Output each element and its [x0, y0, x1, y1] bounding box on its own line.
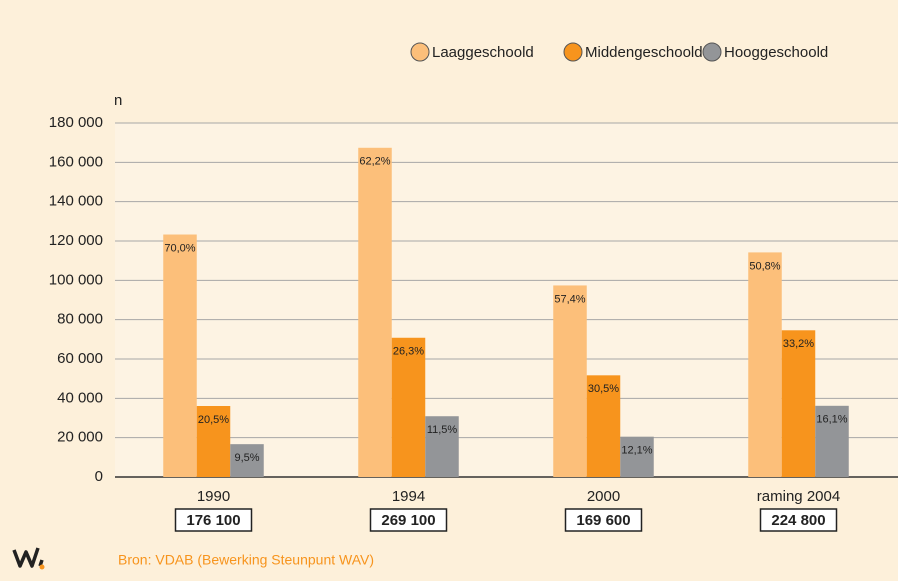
bar	[748, 252, 782, 477]
y-tick-label: 100 000	[49, 271, 103, 288]
y-tick-label: 140 000	[49, 193, 103, 210]
total-box	[564, 508, 643, 532]
total-label: 269 100	[381, 512, 435, 529]
total-box	[369, 508, 448, 532]
y-tick-label: 60 000	[57, 350, 103, 367]
total-box	[759, 508, 838, 532]
y-tick-label: 160 000	[49, 153, 103, 170]
source: Bron: VDAB (Bewerking Steunpunt WAV)	[118, 552, 374, 568]
logo	[12, 547, 44, 568]
value-label: 57,4%	[554, 293, 585, 305]
y-tick-label: 180 000	[49, 114, 103, 131]
legend-label: Hooggeschoold	[724, 44, 828, 61]
logo-dot	[39, 564, 45, 570]
bar	[815, 405, 849, 477]
bar	[358, 147, 392, 477]
value-label: 50,8%	[749, 260, 780, 272]
bar	[391, 337, 426, 477]
value-label: 33,2%	[783, 338, 814, 350]
bar	[586, 375, 621, 477]
value-label: 26,3%	[393, 346, 424, 358]
y-axis-label: n	[114, 92, 122, 109]
bar	[553, 285, 587, 477]
total-box	[174, 508, 253, 532]
x-tick-label: 2000	[587, 488, 620, 505]
legend-swatch	[563, 42, 583, 62]
legend-label: Laaggeschoold	[432, 44, 534, 61]
bar	[230, 444, 264, 477]
value-label: 62,2%	[359, 156, 390, 168]
x-tick-label: 1994	[392, 488, 425, 505]
y-tick-label: 0	[95, 468, 103, 485]
x-tick-label: 1990	[197, 488, 230, 505]
value-label: 9,5%	[234, 452, 259, 464]
total-label: 176 100	[186, 512, 240, 529]
value-label: 16,1%	[816, 414, 847, 426]
legend-label: Middengeschoold	[585, 44, 703, 61]
legend-swatch	[410, 42, 430, 62]
bar	[781, 330, 816, 477]
x-tick-label: raming 2004	[757, 488, 840, 505]
total-label: 169 600	[576, 512, 630, 529]
y-tick-label: 120 000	[49, 232, 103, 249]
bar	[620, 436, 654, 477]
value-label: 30,5%	[588, 383, 619, 395]
bar	[163, 234, 197, 477]
value-label: 11,5%	[427, 424, 458, 436]
bar	[425, 416, 459, 477]
value-label: 20,5%	[198, 414, 229, 426]
value-label: 70,0%	[164, 242, 195, 254]
legend-swatch	[702, 42, 722, 62]
total-label: 224 800	[771, 512, 825, 529]
y-tick-label: 40 000	[57, 389, 103, 406]
bar	[196, 406, 231, 477]
y-tick-label: 80 000	[57, 311, 103, 328]
value-label: 12,1%	[621, 445, 652, 457]
y-tick-label: 20 000	[57, 429, 103, 446]
